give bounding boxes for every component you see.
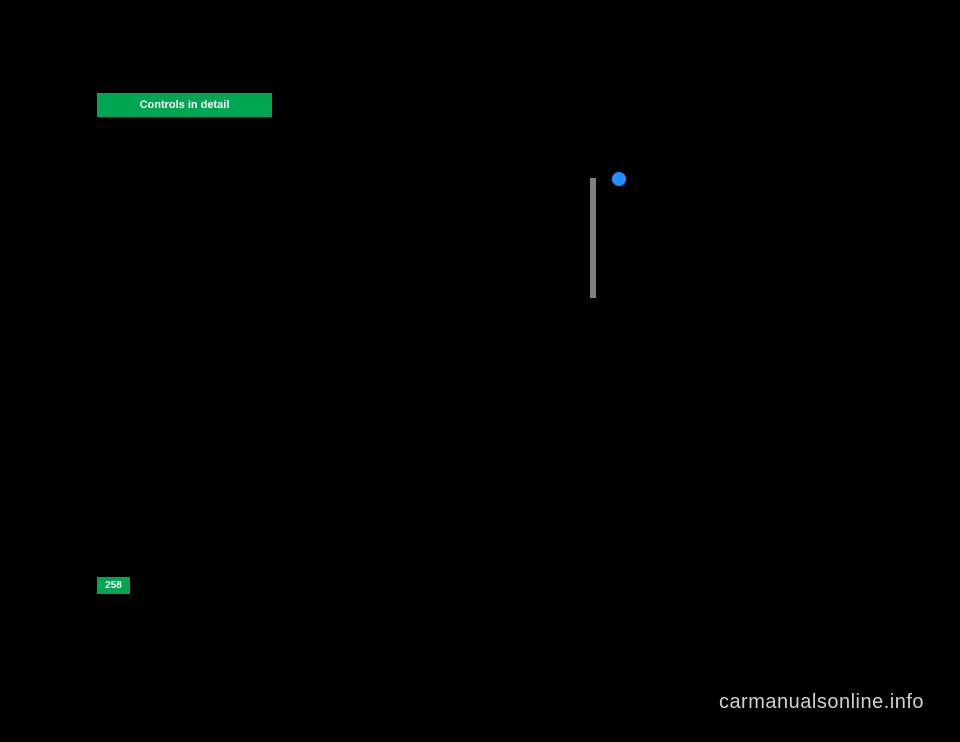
section-header-title: Controls in detail	[140, 99, 230, 111]
sidebar-accent-bar	[590, 178, 596, 298]
page-number: 258	[105, 580, 122, 591]
watermark-text: carmanualsonline.info	[719, 691, 924, 714]
section-header-bar: Controls in detail	[97, 93, 272, 117]
info-bullet-icon	[612, 172, 626, 186]
page-number-box: 258	[97, 577, 130, 594]
